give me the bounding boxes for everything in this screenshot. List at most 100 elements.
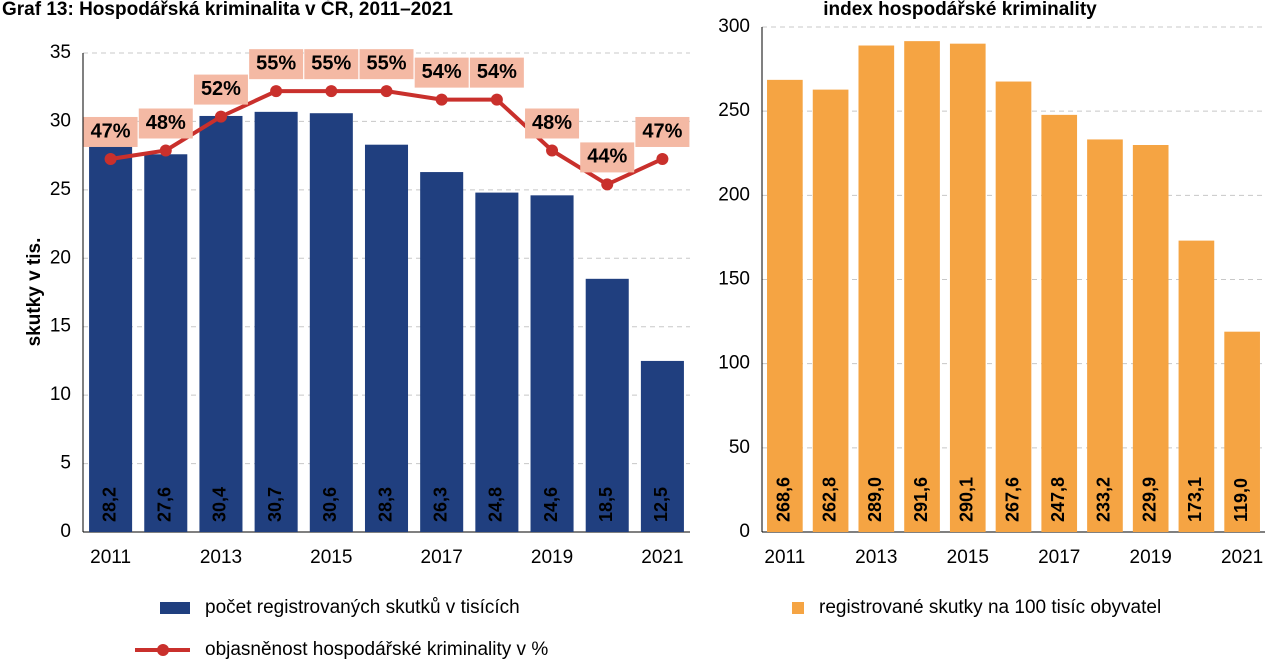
y-tick-label: 5 (60, 453, 71, 474)
bar-value-label: 289,0 (865, 477, 885, 522)
y-tick-label: 150 (718, 269, 750, 290)
bar-value-label: 30,7 (265, 487, 285, 522)
bar (199, 115, 243, 532)
bar-value-label: 290,1 (957, 477, 977, 522)
y-tick-label: 100 (718, 353, 750, 374)
line-marker (656, 152, 669, 165)
x-tick-label: 2015 (947, 547, 989, 568)
bar-value-label: 24,6 (541, 487, 561, 522)
bar-value-label: 119,0 (1231, 478, 1251, 522)
bar (1087, 139, 1123, 533)
bar-value-label: 262,8 (819, 477, 839, 522)
line-value-label: 48% (146, 112, 186, 134)
bar-value-label: 291,6 (911, 477, 931, 522)
bar-value-label: 173,1 (1185, 477, 1205, 522)
line-value-label: 47% (91, 120, 131, 142)
bar-value-label: 267,6 (1002, 477, 1022, 522)
x-tick-label: 2019 (1130, 547, 1172, 568)
legend-swatch (792, 602, 804, 614)
x-tick-label: 2011 (90, 547, 131, 568)
legend-label: objasněnost hospodářské kriminality v % (205, 639, 548, 660)
value-label-box (635, 116, 690, 147)
bar (904, 41, 940, 532)
bar-value-label: 247,8 (1048, 477, 1068, 522)
legend-marker (157, 644, 169, 656)
value-label-box (359, 49, 414, 80)
x-tick-label: 2013 (855, 547, 897, 568)
bar (767, 79, 803, 533)
bar (949, 43, 986, 532)
bar (475, 192, 519, 532)
line-marker (601, 178, 614, 191)
x-tick-label: 2015 (310, 547, 352, 568)
line-value-label: 48% (532, 112, 572, 134)
line-marker (435, 93, 448, 106)
y-tick-label: 300 (718, 16, 750, 37)
value-label-box (83, 116, 138, 147)
bar-value-label: 24,8 (486, 487, 506, 522)
line-marker (270, 85, 283, 98)
value-label-box (414, 57, 469, 88)
y-tick-label: 30 (50, 110, 71, 131)
line-marker (325, 85, 338, 98)
bar (812, 89, 849, 533)
x-tick-label: 2021 (641, 547, 683, 568)
line-value-label: 52% (201, 78, 241, 100)
bar (858, 45, 895, 533)
y-axis-label: skutky v tis. (24, 238, 45, 347)
bar-value-label: 229,9 (1139, 477, 1159, 522)
bar (420, 172, 464, 532)
line-marker (490, 93, 503, 106)
line-marker (159, 144, 172, 157)
y-tick-label: 35 (50, 42, 71, 63)
legend-label: registrované skutky na 100 tisíc obyvate… (819, 597, 1161, 618)
bar (530, 195, 574, 532)
bar (1041, 114, 1078, 533)
value-label-box (469, 57, 524, 88)
bar (640, 360, 684, 532)
y-tick-label: 50 (729, 437, 750, 458)
bar-value-label: 30,6 (320, 487, 340, 522)
bar (995, 81, 1032, 532)
y-tick-label: 15 (50, 316, 71, 337)
line-value-label: 55% (256, 52, 296, 74)
x-tick-label: 2019 (531, 547, 573, 568)
line-value-label: 54% (477, 61, 517, 83)
y-tick-label: 250 (718, 100, 750, 121)
bar-value-label: 28,3 (375, 487, 395, 522)
bar-value-label: 12,5 (651, 487, 671, 522)
x-tick-label: 2021 (1221, 547, 1263, 568)
line-value-label: 44% (587, 146, 627, 168)
line-value-label: 55% (311, 52, 351, 74)
y-tick-label: 0 (739, 521, 750, 542)
bar-value-label: 26,3 (430, 487, 450, 522)
bar-value-label: 268,6 (774, 477, 794, 522)
y-tick-label: 25 (50, 179, 71, 200)
value-label-box (138, 108, 193, 139)
y-tick-label: 20 (50, 247, 71, 268)
bar-value-label: 27,6 (155, 487, 175, 522)
chart-title: Graf 13: Hospodářská kriminalita v ČR, 2… (2, 0, 453, 20)
line-marker (104, 152, 117, 165)
x-tick-label: 2011 (764, 547, 805, 568)
bar-value-label: 28,2 (99, 487, 119, 522)
value-label-box (525, 108, 580, 139)
chart-title: index hospodářské kriminality (823, 0, 1097, 20)
line-value-label: 54% (422, 61, 462, 83)
x-tick-label: 2017 (421, 547, 463, 568)
bar (254, 111, 298, 532)
bar (144, 154, 188, 532)
legend-label: počet registrovaných skutků v tisících (205, 597, 520, 618)
value-label-box (580, 142, 635, 173)
bar (1178, 240, 1215, 533)
legend-swatch (160, 602, 190, 614)
bar (585, 278, 629, 532)
value-label-box (193, 74, 248, 105)
bar (1132, 145, 1169, 533)
bar-value-label: 18,5 (596, 487, 616, 522)
line-marker (546, 144, 559, 157)
line-marker (380, 85, 393, 98)
bar-value-label: 30,4 (210, 487, 230, 522)
